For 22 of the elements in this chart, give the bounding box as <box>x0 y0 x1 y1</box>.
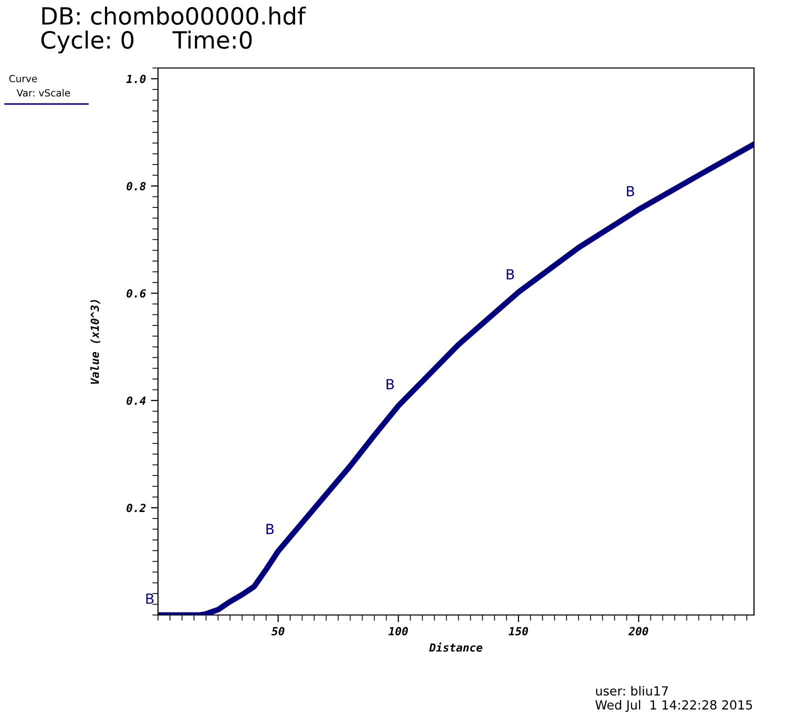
annotation: B <box>506 269 514 280</box>
text: Var: vScale <box>16 89 70 97</box>
y-axis-title: Value (x10^3) <box>90 300 100 384</box>
annotation: B <box>146 594 154 604</box>
x-tick-label: 50 <box>272 627 284 636</box>
text: Wed Jul 1 14:22:28 2015 <box>595 700 752 712</box>
y-tick-label: 0.2 <box>126 504 146 512</box>
annotation: B <box>386 379 394 390</box>
y-tick-label: 1.0 <box>126 74 146 84</box>
legend-title: Curve <box>9 74 37 82</box>
x-tick-label: 200 <box>628 627 648 636</box>
annotation: B <box>626 186 634 196</box>
x-tick-label: 150 <box>508 627 528 636</box>
y-tick-label: 0.6 <box>126 289 146 298</box>
chart-title: DB: chombo00000.hdf <box>42 6 306 25</box>
x-tick-label: 100 <box>388 627 408 636</box>
chart-subtitle: Cycle: 0 Time:0 <box>41 30 252 54</box>
y-tick-label: 0.8 <box>126 182 146 190</box>
text: user: bliu17 <box>596 686 668 696</box>
x-axis-title: Distance <box>429 642 482 652</box>
annotation: B <box>266 524 274 534</box>
y-tick-label: 0.4 <box>126 396 146 405</box>
